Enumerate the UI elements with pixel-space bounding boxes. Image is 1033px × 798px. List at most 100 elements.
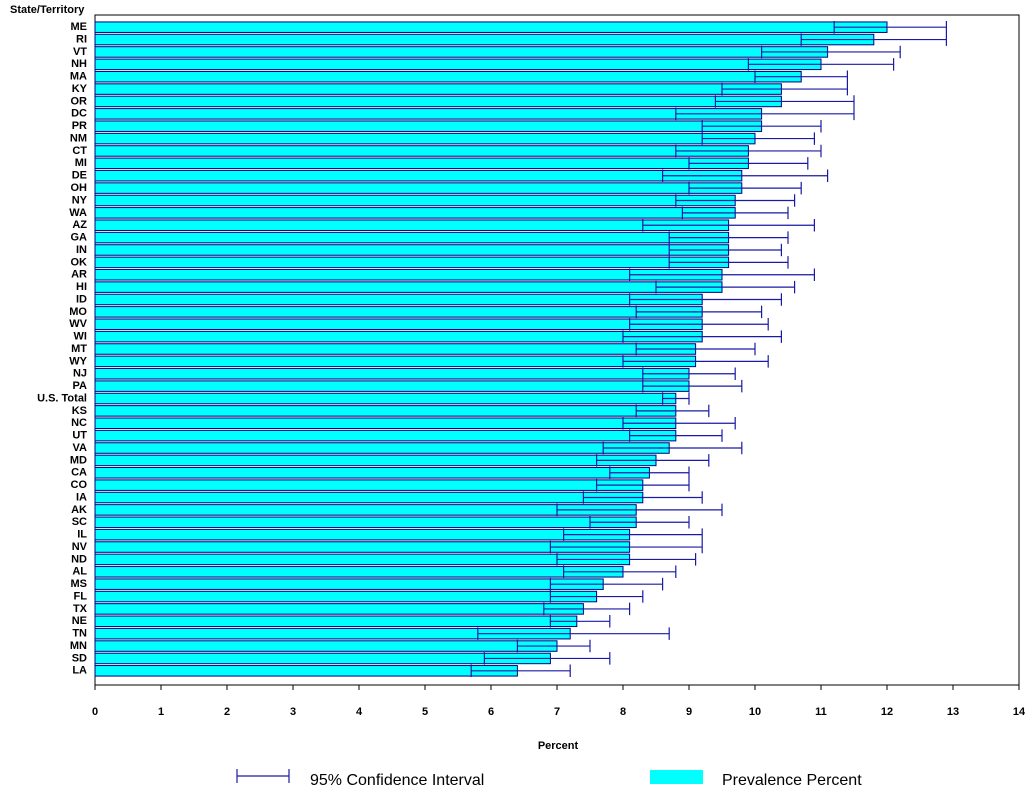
bar: [94, 343, 697, 355]
bar: [94, 318, 703, 330]
legend-label: 95% Confidence Interval: [310, 772, 484, 789]
bar: [94, 169, 743, 182]
bar: [94, 553, 631, 566]
bar: [94, 293, 703, 306]
x-tick-label: 9: [686, 706, 692, 718]
error-bar: [681, 206, 789, 220]
bar: [94, 256, 730, 269]
legend-label: Prevalence Percent: [722, 772, 862, 789]
bar: [94, 95, 782, 108]
error-bar: [662, 392, 690, 405]
y-tick-label: SD: [72, 652, 87, 664]
y-tick-label: NH: [71, 58, 87, 70]
error-bar: [622, 417, 736, 430]
error-bar: [563, 565, 677, 579]
x-tick-label: 13: [947, 706, 959, 718]
bar: [94, 120, 763, 132]
error-bar: [477, 627, 670, 640]
error-bar: [563, 528, 703, 541]
bar: [94, 268, 723, 281]
y-tick-label: OH: [71, 182, 88, 194]
bar: [94, 528, 631, 541]
y-tick-label: PA: [73, 380, 88, 392]
bar: [94, 640, 558, 652]
bar: [94, 108, 763, 120]
y-tick-label: MT: [71, 343, 87, 355]
error-bar: [675, 107, 855, 121]
bar: [94, 603, 584, 615]
bar: [94, 516, 637, 529]
error-bar: [556, 553, 697, 566]
error-bar: [609, 466, 690, 480]
error-bar: [662, 169, 829, 182]
bar: [94, 145, 749, 157]
y-tick-label: WI: [74, 331, 87, 343]
bar: [94, 194, 736, 207]
bar: [94, 479, 644, 491]
error-bar: [761, 45, 901, 59]
y-tick-label: NV: [72, 541, 88, 553]
error-bar: [701, 119, 822, 133]
error-bar: [483, 652, 611, 665]
x-tick-label: 0: [92, 706, 98, 718]
error-bar: [549, 615, 611, 628]
error-bar: [747, 58, 895, 71]
bar: [94, 355, 697, 368]
error-bar: [688, 157, 809, 170]
bar: [94, 578, 604, 590]
error-bar: [754, 70, 848, 83]
error-bar: [589, 516, 690, 529]
x-tick-label: 1: [158, 706, 164, 718]
y-tick-label: MA: [70, 71, 87, 83]
bar: [94, 467, 650, 479]
legend-symbol: [650, 770, 703, 784]
error-bar: [635, 404, 710, 418]
error-bar: [556, 503, 723, 517]
error-bar: [629, 293, 782, 306]
bar: [94, 454, 657, 467]
bar: [94, 231, 730, 244]
bar: [94, 665, 518, 677]
error-bar: [701, 132, 815, 145]
bar: [94, 182, 743, 194]
x-axis-title: Percent: [538, 740, 579, 752]
x-tick-label: 5: [422, 706, 428, 718]
error-bar: [675, 194, 796, 207]
bar: [94, 491, 644, 504]
y-tick-label: U.S. Total: [37, 392, 87, 404]
bar: [94, 58, 822, 71]
y-tick-label: CO: [71, 479, 88, 491]
bar: [94, 46, 829, 58]
error-bar: [668, 231, 789, 244]
x-tick-label: 4: [356, 706, 363, 718]
y-tick-label: KS: [72, 405, 87, 417]
y-tick-label: NM: [70, 132, 87, 144]
y-tick-label: AR: [71, 269, 87, 281]
y-tick-label: NE: [72, 615, 87, 627]
y-tick-label: FL: [74, 590, 88, 602]
error-bar: [800, 33, 947, 46]
bar: [94, 590, 598, 603]
y-axis-title: State/Territory: [10, 4, 85, 16]
bar: [94, 132, 756, 145]
bar: [94, 504, 637, 516]
error-bar: [642, 367, 736, 381]
legend-symbol: [236, 769, 290, 783]
x-tick-label: 6: [488, 706, 494, 718]
y-tick-label: MN: [70, 640, 87, 652]
bar: [94, 380, 690, 392]
bar: [94, 306, 703, 318]
error-bar: [629, 317, 769, 331]
error-bar: [714, 95, 855, 108]
y-tick-label: NY: [72, 194, 88, 206]
y-tick-label: ND: [71, 553, 87, 565]
bar: [94, 429, 677, 442]
error-bar: [688, 181, 802, 195]
error-bar: [635, 305, 763, 319]
y-tick-label: GA: [71, 232, 88, 244]
y-tick-label: CA: [71, 467, 87, 479]
bar: [94, 244, 730, 256]
y-tick-label: NJ: [73, 368, 87, 380]
error-bar: [635, 342, 756, 356]
x-tick-label: 7: [554, 706, 560, 718]
